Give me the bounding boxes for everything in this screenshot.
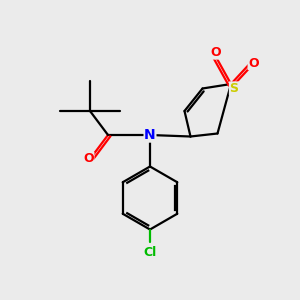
Text: S: S — [230, 82, 238, 95]
Text: O: O — [211, 46, 221, 59]
Text: N: N — [144, 128, 156, 142]
Text: O: O — [83, 152, 94, 166]
Text: Cl: Cl — [143, 245, 157, 259]
Text: O: O — [248, 56, 259, 70]
